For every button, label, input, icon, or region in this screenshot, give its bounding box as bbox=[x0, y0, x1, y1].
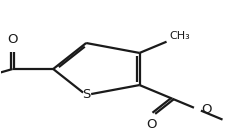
Text: O: O bbox=[201, 103, 212, 116]
Text: O: O bbox=[146, 118, 156, 131]
Text: O: O bbox=[7, 33, 18, 47]
Text: CH₃: CH₃ bbox=[169, 31, 190, 41]
Text: S: S bbox=[82, 88, 90, 101]
